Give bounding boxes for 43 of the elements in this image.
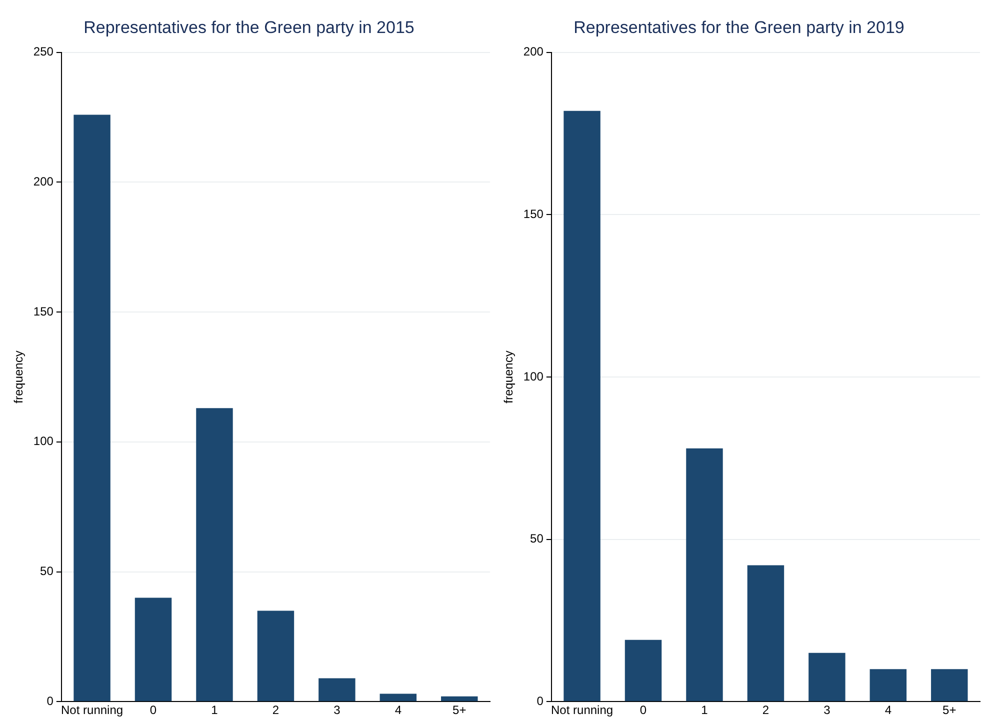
- bar: [134, 598, 172, 702]
- bar: [870, 669, 907, 702]
- bar: [624, 640, 662, 702]
- chart-title: Representatives for the Green party in 2019: [574, 18, 904, 37]
- y-tick-label: 250: [33, 44, 54, 59]
- y-tick-label: 150: [523, 207, 544, 222]
- bar: [747, 565, 784, 702]
- x-tick-label: Not running: [61, 703, 124, 718]
- y-axis-title: frequency: [12, 350, 26, 404]
- y-tick-label: 0: [536, 694, 544, 708]
- x-tick-label: Not running: [551, 703, 614, 718]
- bar: [380, 694, 417, 702]
- y-tick-label: 150: [33, 304, 54, 318]
- chart-title: Representatives for the Green party in 2015: [84, 18, 414, 37]
- x-tick-label: 5+: [452, 703, 466, 718]
- x-tick-label: 0: [150, 703, 157, 718]
- bar: [441, 696, 478, 702]
- x-tick-label: 4: [884, 703, 892, 718]
- y-tick-label: 200: [523, 44, 544, 59]
- x-tick-label: 2: [762, 703, 770, 718]
- y-tick-label: 50: [40, 564, 54, 578]
- bar: [257, 610, 294, 702]
- bar: [686, 448, 723, 702]
- bar: [74, 114, 110, 702]
- y-tick-label: 50: [530, 532, 544, 546]
- x-tick-label: 2: [272, 703, 280, 718]
- x-tick-label: 3: [334, 703, 341, 718]
- bar: [196, 408, 233, 702]
- bar: [318, 678, 356, 702]
- bar: [564, 110, 600, 702]
- x-tick-label: 1: [211, 703, 218, 718]
- x-tick-label: 5+: [942, 703, 956, 718]
- y-tick-label: 200: [33, 174, 54, 189]
- x-tick-label: 3: [824, 703, 831, 718]
- y-tick-label: 100: [33, 434, 54, 448]
- y-tick-label: 100: [523, 369, 544, 384]
- x-tick-label: 0: [640, 703, 647, 718]
- x-tick-label: 4: [394, 703, 402, 718]
- bar: [808, 652, 846, 702]
- y-tick-label: 0: [46, 694, 54, 708]
- bar: [931, 669, 968, 702]
- x-tick-label: 1: [701, 703, 708, 718]
- y-axis-title: frequency: [502, 350, 516, 404]
